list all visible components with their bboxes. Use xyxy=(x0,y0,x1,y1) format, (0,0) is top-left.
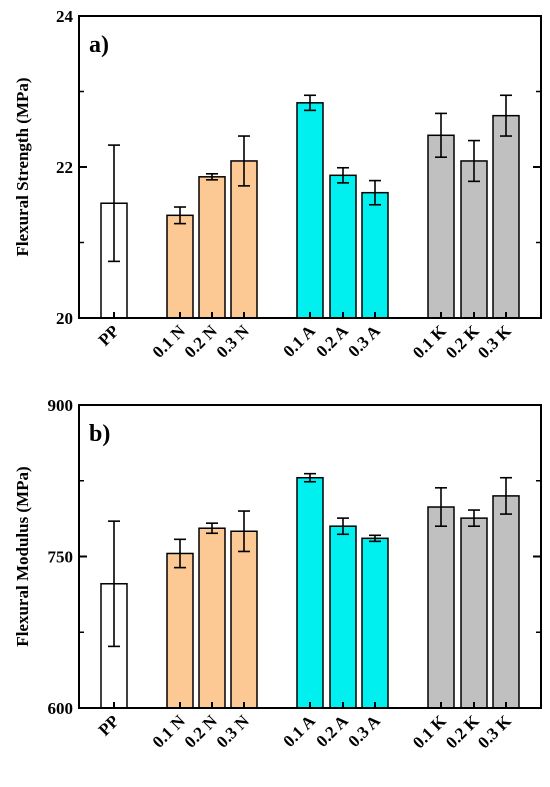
bar-01-A xyxy=(296,102,324,319)
error-bar xyxy=(206,172,218,181)
bar-02-A xyxy=(329,525,357,709)
y-axis-label: Flexural Strength (MPa) xyxy=(13,77,32,256)
x-tick-label: 0.3 A xyxy=(344,711,384,751)
bar-01-K xyxy=(427,506,455,709)
x-tick-label: 0.3 N xyxy=(213,711,254,752)
x-tick-label: 0.3 K xyxy=(474,321,515,362)
error-bar xyxy=(435,112,447,158)
error-bar xyxy=(468,509,480,528)
bar-02-K xyxy=(460,160,488,319)
x-tick-label: 0.3 K xyxy=(474,711,515,752)
error-bar xyxy=(304,472,316,483)
bar-02-N xyxy=(198,527,226,709)
error-bar xyxy=(174,538,186,569)
bar-02-N xyxy=(198,176,226,319)
x-tick-label: 0.1 K xyxy=(409,711,450,752)
bar-02-A xyxy=(329,174,357,319)
y-tick-label: 900 xyxy=(48,396,74,415)
x-tick-label: 0.2 N xyxy=(181,711,222,752)
x-tick-label: 0.1 N xyxy=(149,711,190,752)
x-tick-label: 0.2 N xyxy=(181,321,222,362)
error-bar xyxy=(337,166,349,184)
x-tick-label: 0.1 K xyxy=(409,321,450,362)
bar-02-K xyxy=(460,517,488,709)
panel-label: a) xyxy=(89,32,109,58)
y-tick-label: 24 xyxy=(56,7,74,26)
error-bar xyxy=(304,94,316,112)
bar-03-K xyxy=(492,495,520,709)
error-bar xyxy=(369,179,381,206)
bar-01-N xyxy=(166,214,194,319)
y-tick-label: 20 xyxy=(56,309,73,328)
error-bar xyxy=(108,144,120,263)
error-bar xyxy=(369,534,381,543)
panel-label: b) xyxy=(89,421,110,447)
error-bar xyxy=(174,206,186,225)
x-tick-label: PP xyxy=(95,711,123,739)
x-tick-label: 0.1 N xyxy=(149,321,190,362)
bar-01-K xyxy=(427,134,455,319)
bar-03-K xyxy=(492,114,520,319)
bar-03-A xyxy=(361,191,389,319)
bar-01-N xyxy=(166,552,194,709)
bar-01-A xyxy=(296,476,324,709)
bar-03-A xyxy=(361,537,389,709)
x-tick-label: 0.3 N xyxy=(213,321,254,362)
x-tick-label: 0.2 K xyxy=(442,321,483,362)
error-bar xyxy=(238,135,250,187)
error-bar xyxy=(108,520,120,648)
x-tick-label: 0.2 A xyxy=(312,711,352,751)
x-tick-label: 0.2 A xyxy=(312,321,352,361)
y-tick-label: 750 xyxy=(48,548,74,567)
error-bar xyxy=(468,139,480,183)
x-tick-label: 0.1 A xyxy=(279,711,319,751)
error-bar xyxy=(435,487,447,528)
error-bar xyxy=(500,94,512,137)
bar-03-N xyxy=(230,530,258,709)
x-tick-label: 0.1 A xyxy=(279,321,319,361)
error-bar xyxy=(500,476,512,515)
x-tick-label: PP xyxy=(95,321,123,349)
x-tick-label: 0.3 A xyxy=(344,321,384,361)
error-bar xyxy=(206,522,218,535)
error-bar xyxy=(337,517,349,536)
y-axis-label: Flexural Modulus (MPa) xyxy=(13,466,32,646)
x-tick-label: 0.2 K xyxy=(442,711,483,752)
y-tick-label: 600 xyxy=(48,699,74,718)
chart-panel-1: 20 22 24 PP 0.1 N0.2 N0.3 N 0.1 A0.2 A0.3 A 0.… xyxy=(13,7,542,362)
error-bar xyxy=(238,510,250,553)
y-tick-label: 22 xyxy=(56,158,73,177)
